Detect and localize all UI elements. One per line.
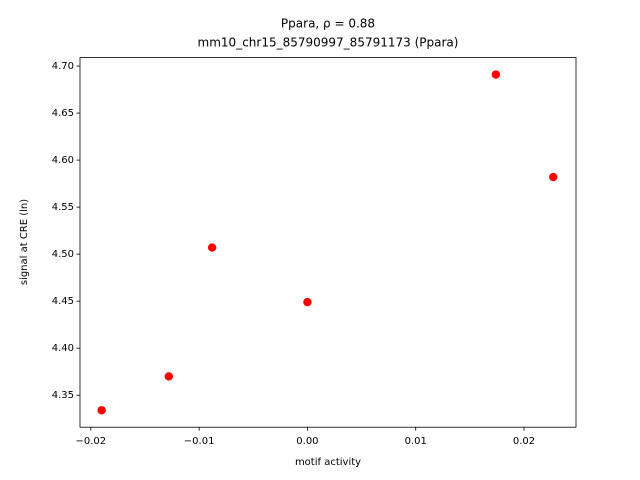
y-tick-label: 4.65 — [52, 108, 74, 119]
x-tick-label: −0.02 — [76, 436, 107, 447]
y-tick-label: 4.60 — [52, 155, 74, 166]
chart-subtitle: mm10_chr15_85790997_85791173 (Ppara) — [198, 36, 459, 50]
y-tick-label: 4.70 — [52, 61, 74, 72]
y-axis-label: signal at CRE (ln) — [19, 199, 30, 285]
point — [207, 243, 217, 252]
point — [491, 70, 501, 79]
x-tick-label: −0.01 — [184, 436, 215, 447]
y-tick-label: 4.45 — [52, 296, 74, 307]
plot-frame — [79, 57, 577, 428]
point — [164, 372, 174, 381]
x-axis-label: motif activity — [295, 457, 361, 468]
y-tick-label: 4.55 — [52, 202, 74, 213]
x-tick-label: 0.01 — [405, 436, 427, 447]
x-tick-label: 0.00 — [296, 436, 318, 447]
y-tick-label: 4.50 — [52, 249, 74, 260]
y-tick-label: 4.35 — [52, 390, 74, 401]
point — [303, 297, 312, 307]
point — [549, 172, 558, 182]
chart-title: Ppara, ρ = 0.88 — [281, 17, 375, 31]
point — [97, 406, 106, 415]
y-tick-label: 4.40 — [52, 343, 74, 354]
x-tick-label: 0.02 — [513, 436, 535, 447]
